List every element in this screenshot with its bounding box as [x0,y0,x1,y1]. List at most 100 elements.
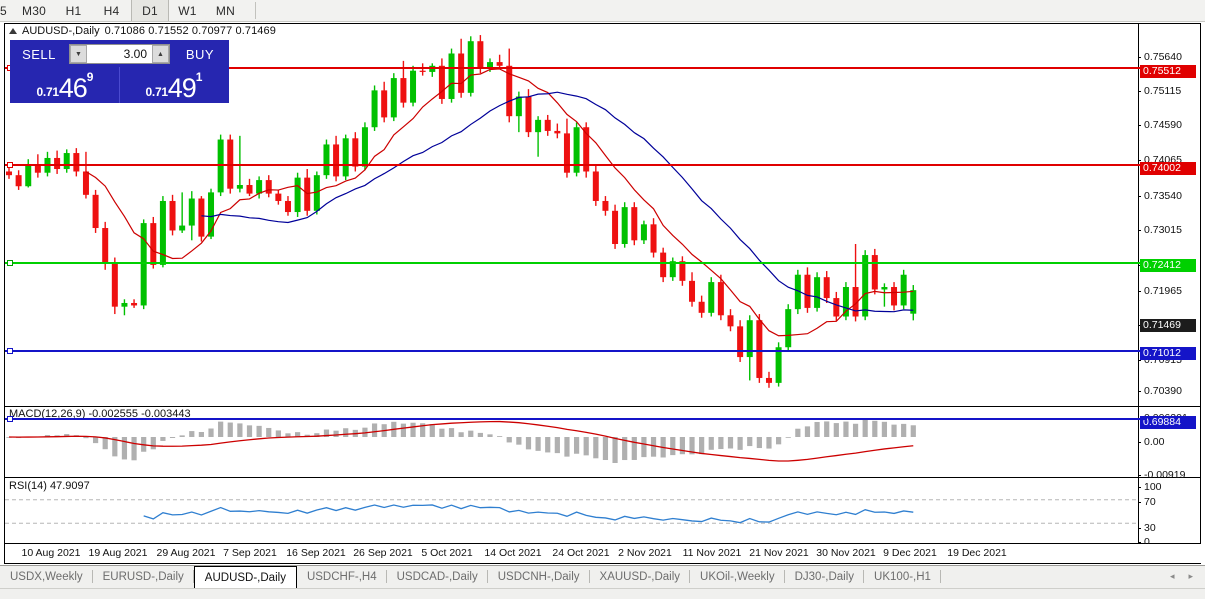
timeframe-label: W1 [178,3,197,18]
date-axis-label: 26 Sep 2021 [353,547,413,559]
timeframe-button-w1[interactable]: W1 [169,0,207,21]
rsi-axis-ticks: 100 70 30 0 [1138,479,1201,548]
price-axis-tick: 0.71965 [1138,286,1182,297]
chart-tab[interactable]: UK100-,H1 [864,566,941,587]
chart-tab[interactable]: USDCNH-,Daily [488,566,590,587]
tab-scroll-right-icon[interactable]: ▸ [1188,571,1193,581]
chart-tab[interactable]: DJ30-,Daily [785,566,865,587]
rsi-label: RSI(14) 47.9097 [9,480,90,492]
one-click-trading-panel[interactable]: SELL ▼ 3.00 ▲ BUY 0.71 46 9 0.71 49 1 [10,40,229,103]
buy-price-prefix: 0.71 [145,85,168,99]
price-axis-tick: 0.73015 [1138,225,1182,236]
timeframe-button-m5[interactable]: 5 [0,0,14,21]
volume-stepper[interactable]: ▼ 3.00 ▲ [69,44,170,64]
chart-symbol-label: AUDUSD-,Daily [22,25,100,37]
price-axis-tick: 0.75640 [1138,52,1182,63]
octp-price-row: 0.71 46 9 0.71 49 1 [11,67,228,103]
price-axis-highlight-label[interactable]: 0.74002 [1140,162,1196,175]
price-axis-highlight-label[interactable]: 0.71012 [1140,347,1196,360]
tabbar-underline [0,588,1205,589]
timeframe-button-h4[interactable]: H4 [93,0,131,21]
buy-button-label[interactable]: BUY [185,46,215,62]
rsi-pane[interactable]: RSI(14) 47.9097 [5,479,1147,544]
price-axis-highlight-label[interactable]: 0.71469 [1140,319,1196,332]
price-axis-highlight-label[interactable]: 0.69884 [1140,416,1196,429]
macd-pane[interactable]: MACD(12,26,9) -0.002555 -0.003443 [5,406,1147,478]
price-axis-tick: 0.74065 [1138,155,1182,166]
price-axis-tick: 0.70390 [1138,386,1182,397]
date-axis-label: 29 Aug 2021 [156,547,216,559]
chart-tab[interactable]: USDCAD-,Daily [387,566,488,587]
date-axis-label: 30 Nov 2021 [816,547,876,559]
price-axis-highlight-label[interactable]: 0.72412 [1140,259,1196,272]
chart-tab-label: USDCNH-,Daily [497,570,580,583]
timeframe-button-m30[interactable]: M30 [14,0,55,21]
macd-label: MACD(12,26,9) -0.002555 -0.003443 [9,408,191,420]
sell-button-label[interactable]: SELL [22,46,56,62]
hline-support-lower[interactable] [5,416,1147,422]
rsi-axis-tick: 70 [1138,497,1156,508]
chart-tab-label: USDX,Weekly [10,570,83,583]
tabbar-scroll-arrows[interactable]: ◂ ▸ [1170,566,1205,582]
timeframe-button-d1[interactable]: D1 [130,0,169,21]
chart-tab-label: USDCAD-,Daily [396,570,478,583]
tab-scroll-left-icon[interactable]: ◂ [1169,571,1175,581]
date-axis[interactable]: 10 Aug 2021 19 Aug 2021 29 Aug 2021 7 Sep 2… [5,544,1202,563]
timeframe-label: 5 [0,3,7,18]
chart-tab[interactable]: EURUSD-,Daily [93,566,194,587]
timeframe-label: D1 [142,3,158,18]
date-axis-label: 24 Oct 2021 [552,547,610,559]
hline-resistance-lower[interactable] [5,162,1147,168]
chart-tab[interactable]: XAUUSD-,Daily [590,566,691,587]
price-pane[interactable] [5,24,1147,405]
rsi-series [5,499,1147,524]
hline-pivot-green[interactable] [5,260,1147,266]
hline-anchor[interactable] [7,416,13,422]
chart-tab-label: AUDUSD-,Daily [204,571,286,584]
timeframe-label: H4 [103,3,120,18]
macd-axis-tick: 0.00 [1137,437,1164,448]
buy-price-fraction: 1 [195,70,203,84]
rsi-axis-tick: 0 [1138,537,1150,548]
volume-decrease-icon[interactable]: ▼ [70,45,87,63]
timeframe-button-h1[interactable]: H1 [55,0,93,21]
buy-price-button[interactable]: 0.71 49 1 [120,67,228,103]
hline-anchor[interactable] [7,348,13,354]
collapse-triangle-icon[interactable] [9,28,17,34]
price-axis-tick: 0.73540 [1138,191,1182,202]
sell-price-fraction: 9 [86,70,94,84]
price-axis[interactable]: 0.75640 0.75115 0.74590 0.74065 0.73540 0.730… [1137,24,1201,548]
sell-price-prefix: 0.71 [36,85,59,99]
timeframe-label: MN [215,3,235,18]
price-axis-highlight-label[interactable]: 0.75512 [1140,65,1196,78]
price-axis-tick: 0.70915 [1138,355,1182,366]
buy-price-main: 49 [167,73,197,103]
date-axis-label: 9 Dec 2021 [883,547,937,559]
hline-support-upper[interactable] [5,348,1147,354]
hline-anchor[interactable] [7,260,13,266]
chart-ohlc-values: 0.71086 0.71552 0.70977 0.71469 [104,25,276,37]
rsi-axis-tick: 30 [1138,523,1156,534]
sell-price-main: 46 [58,73,88,103]
date-axis-label: 10 Aug 2021 [21,547,81,559]
candlestick-series [6,35,917,388]
chart-tab[interactable]: USDX,Weekly [0,566,93,587]
chart-tab-label: DJ30-,Daily [794,570,855,583]
date-axis-label: 5 Oct 2021 [421,547,473,559]
chart-tab[interactable]: USDCHF-,H4 [297,566,387,587]
chart-tab-active[interactable]: AUDUSD-,Daily [193,566,297,588]
rsi-axis-tick: 100 [1138,482,1162,493]
date-axis-label: 16 Sep 2021 [286,547,346,559]
hline-anchor[interactable] [7,162,13,168]
toolbar-separator [254,2,256,19]
sell-price-button[interactable]: 0.71 46 9 [11,67,120,103]
chart-tab-bar[interactable]: USDX,Weekly EURUSD-,Daily AUDUSD-,Daily USD… [0,565,1205,599]
volume-increase-icon[interactable]: ▲ [152,45,169,63]
chart-window[interactable]: AUDUSD-,Daily 0.71086 0.71552 0.70977 0.… [4,23,1202,564]
chart-tab[interactable]: UKOil-,Weekly [690,566,785,587]
price-axis-tick: 0.74590 [1138,120,1182,131]
macd-axis-tick: -0.00919 [1137,470,1185,481]
timeframe-button-mn[interactable]: MN [207,0,245,21]
volume-value[interactable]: 3.00 [87,45,152,63]
